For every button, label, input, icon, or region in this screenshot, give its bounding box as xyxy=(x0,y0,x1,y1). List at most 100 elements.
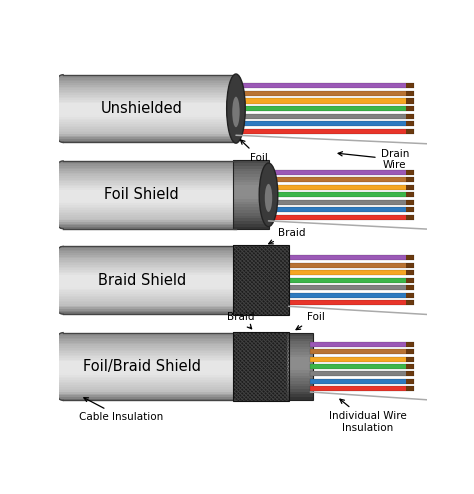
Bar xyxy=(233,168,268,171)
Bar xyxy=(63,299,236,300)
Bar xyxy=(63,200,236,202)
Bar xyxy=(285,336,313,339)
Bar xyxy=(55,307,63,309)
Bar xyxy=(53,130,63,132)
Bar xyxy=(49,197,63,198)
Bar xyxy=(49,186,63,188)
Bar xyxy=(63,307,236,309)
Bar xyxy=(58,139,63,141)
Bar xyxy=(50,95,63,97)
Bar xyxy=(49,274,63,275)
Bar xyxy=(60,75,63,77)
Bar xyxy=(63,339,236,341)
Bar xyxy=(63,124,236,125)
Bar xyxy=(233,218,268,221)
Bar xyxy=(63,225,236,227)
Bar xyxy=(54,218,63,220)
Bar xyxy=(63,85,236,86)
Bar xyxy=(63,121,236,122)
Bar xyxy=(56,309,63,311)
Bar xyxy=(289,263,414,268)
Bar xyxy=(51,179,63,181)
Bar xyxy=(52,213,63,215)
Bar xyxy=(63,274,236,275)
Bar xyxy=(63,258,236,260)
Bar xyxy=(56,165,63,166)
Bar xyxy=(53,171,63,173)
Bar xyxy=(233,163,268,166)
Bar xyxy=(52,174,63,176)
Bar xyxy=(285,384,313,386)
Bar xyxy=(63,336,236,338)
Bar xyxy=(63,208,236,210)
Bar xyxy=(63,103,236,105)
Bar xyxy=(233,224,268,227)
Bar xyxy=(49,115,63,117)
Bar xyxy=(285,333,313,336)
Bar xyxy=(49,103,63,105)
Bar xyxy=(63,394,236,395)
Bar xyxy=(289,278,414,283)
Bar xyxy=(63,191,236,193)
Bar xyxy=(63,178,236,179)
Bar xyxy=(52,129,63,130)
Bar xyxy=(51,294,63,295)
Bar xyxy=(52,258,63,260)
Bar xyxy=(63,260,236,262)
Bar xyxy=(53,302,63,304)
Bar xyxy=(54,304,63,306)
Bar xyxy=(53,256,63,258)
Bar xyxy=(60,313,63,314)
Bar xyxy=(63,193,236,195)
Text: Cable Insulation: Cable Insulation xyxy=(79,398,164,422)
Bar xyxy=(268,185,414,190)
Bar xyxy=(54,255,63,256)
Bar xyxy=(63,195,236,197)
Bar xyxy=(63,290,236,292)
Bar xyxy=(406,342,414,347)
Bar xyxy=(233,160,268,229)
Bar xyxy=(49,195,63,197)
Bar xyxy=(55,167,63,169)
Bar xyxy=(49,368,63,370)
Bar xyxy=(51,382,63,383)
Bar xyxy=(63,350,236,351)
Bar xyxy=(233,221,268,224)
Bar xyxy=(51,91,63,93)
Bar xyxy=(50,356,63,358)
Bar xyxy=(63,286,236,287)
Bar xyxy=(58,77,63,78)
Ellipse shape xyxy=(265,184,272,212)
Bar xyxy=(233,213,268,215)
Bar xyxy=(55,220,63,222)
Bar xyxy=(285,397,313,400)
Bar xyxy=(63,176,236,178)
Bar xyxy=(233,185,268,188)
Bar xyxy=(233,246,289,315)
Bar xyxy=(289,255,414,260)
Bar xyxy=(63,112,236,114)
Bar xyxy=(55,394,63,395)
Bar xyxy=(63,107,236,109)
Bar xyxy=(49,277,63,279)
Bar xyxy=(63,300,236,302)
Bar xyxy=(50,98,63,100)
Bar xyxy=(310,364,414,369)
Bar xyxy=(63,389,236,390)
Bar xyxy=(236,91,414,96)
Bar xyxy=(63,341,236,343)
Bar xyxy=(56,336,63,338)
Bar xyxy=(233,199,268,202)
Bar xyxy=(50,376,63,378)
Bar xyxy=(63,376,236,378)
Bar xyxy=(52,127,63,129)
Bar xyxy=(50,288,63,290)
Bar xyxy=(285,394,313,397)
Bar xyxy=(49,280,63,282)
Bar xyxy=(63,181,236,183)
Bar xyxy=(63,197,236,198)
Bar xyxy=(289,270,414,275)
Bar xyxy=(58,311,63,313)
Bar xyxy=(52,300,63,302)
Bar xyxy=(50,267,63,268)
